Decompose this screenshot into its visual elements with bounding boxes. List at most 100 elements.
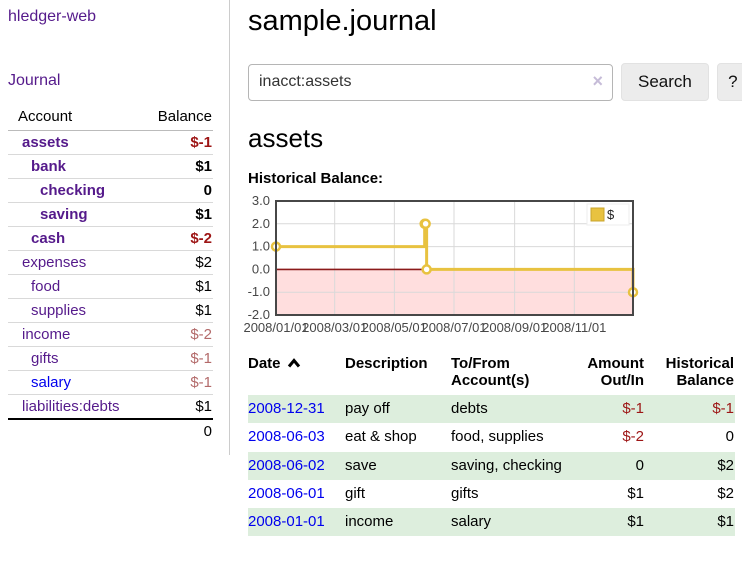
account-link[interactable]: assets: [22, 134, 69, 151]
x-axis-tick-label: 2008/03/01: [302, 320, 367, 335]
transaction-accounts: saving, checking: [451, 456, 562, 474]
transaction-row: 2008-12-31 pay off debts $-1 $-1: [248, 395, 735, 424]
account-balance: $-2: [145, 226, 213, 251]
account-balance: $1: [145, 154, 213, 179]
account-row: supplies $1: [8, 298, 213, 323]
transaction-description: gift: [345, 484, 366, 502]
transaction-accounts: salary: [451, 513, 492, 530]
account-row: food $1: [8, 274, 213, 299]
transaction-balance: $2: [717, 484, 734, 502]
column-header-date-label: Date: [248, 355, 281, 372]
transaction-accounts: food, supplies: [451, 428, 544, 446]
transaction-row: 2008-06-02 save saving, checking 0 $2: [248, 451, 735, 480]
app-title-link[interactable]: hledger-web: [8, 8, 97, 25]
column-header-amount: Amount Out/In: [587, 355, 644, 389]
column-header-date[interactable]: Date: [248, 353, 345, 395]
transaction-date-link[interactable]: 2008-06-03: [248, 428, 325, 446]
search-box: ×: [248, 63, 613, 101]
accounts-header-balance: Balance: [145, 105, 213, 131]
account-link[interactable]: cash: [31, 230, 66, 247]
transaction-date-link[interactable]: 2008-01-01: [248, 513, 325, 530]
chart-data-point: [421, 264, 432, 275]
account-row: assets $-1: [8, 131, 213, 155]
transaction-description: income: [345, 513, 394, 530]
account-balance: $1: [145, 298, 213, 323]
transaction-balance: $1: [717, 513, 734, 530]
y-axis-tick-label: 1.0: [252, 239, 270, 254]
sidebar-item-journal[interactable]: Journal: [8, 72, 61, 89]
account-balance: $1: [145, 202, 213, 227]
help-button[interactable]: ?: [716, 63, 742, 101]
transaction-description: eat & shop: [345, 428, 417, 446]
transaction-amount: $-1: [622, 400, 644, 417]
accounts-total-value: 0: [8, 418, 213, 443]
x-axis-tick-label: 2008/05/01: [362, 320, 427, 335]
account-row: income $-2: [8, 322, 213, 347]
chart-title: Historical Balance:: [248, 170, 384, 187]
sort-ascending-icon: [287, 355, 301, 372]
page-layout: hledger-web Journal Account Balance asse…: [8, 0, 742, 537]
y-axis-tick-label: 2.0: [252, 216, 270, 231]
account-link[interactable]: liabilities:debts: [22, 398, 120, 415]
account-heading: assets: [248, 123, 324, 153]
historical-balance-chart: $ -2.0 -1.0 0.0 1.0 2.0 3.0 2008/01/01 2008/03/0…: [243, 193, 640, 337]
transaction-row: 2008-01-01 income salary $1 $1: [248, 508, 735, 537]
transaction-accounts: debts: [451, 400, 488, 417]
chart-border: [275, 200, 634, 316]
search-button[interactable]: Search: [621, 63, 709, 101]
account-row: expenses $2: [8, 250, 213, 275]
account-link[interactable]: saving: [40, 206, 88, 223]
transaction-amount: 0: [635, 456, 644, 474]
accounts-total-row: 0: [8, 418, 213, 443]
transaction-balance: 0: [725, 428, 734, 446]
account-balance: $1: [145, 274, 213, 299]
transaction-row: 2008-06-01 gift gifts $1 $2: [248, 480, 735, 508]
accounts-table: Account Balance assets $-1 bank $1 checking 0…: [8, 105, 213, 443]
account-link[interactable]: checking: [40, 182, 106, 199]
account-row: checking 0: [8, 178, 213, 203]
account-link[interactable]: income: [22, 326, 71, 343]
account-row: gifts $-1: [8, 346, 213, 371]
account-link[interactable]: gifts: [31, 350, 59, 367]
transactions-table: Date Description To/From Account(s) Amou…: [248, 353, 735, 537]
account-balance: $-2: [145, 322, 213, 347]
accounts-header-account: Account: [8, 105, 146, 131]
y-axis-tick-label: 0.0: [252, 261, 270, 276]
chart-canvas: $ -2.0 -1.0 0.0 1.0 2.0 3.0 2008/01/012008/03/0…: [243, 193, 639, 335]
x-axis-tick-label: 2008/09/01: [482, 320, 547, 335]
account-balance: $1: [145, 394, 213, 419]
account-balance: $-1: [145, 346, 213, 371]
search-input[interactable]: [248, 63, 613, 101]
chart-data-point: [420, 218, 431, 230]
account-row: saving $1: [8, 202, 213, 227]
transaction-accounts: gifts: [451, 484, 479, 502]
clear-search-icon[interactable]: ×: [592, 70, 603, 91]
account-balance: $-1: [145, 370, 213, 395]
transaction-date-link[interactable]: 2008-12-31: [248, 400, 325, 417]
account-balance: $-1: [190, 134, 212, 151]
y-axis-tick-label: 3.0: [252, 193, 270, 208]
legend-swatch: [590, 207, 605, 222]
page-title: sample.journal: [248, 5, 437, 37]
account-row: bank $1: [8, 154, 213, 179]
column-header-balance: Historical Balance: [665, 355, 734, 389]
account-link[interactable]: supplies: [31, 302, 87, 319]
account-balance: $2: [145, 250, 213, 275]
transaction-balance: $2: [717, 456, 734, 474]
main-content: sample.journal × Search ? assets Histori…: [230, 0, 742, 537]
transaction-amount: $1: [627, 513, 644, 530]
transaction-date-link[interactable]: 2008-06-02: [248, 456, 325, 474]
x-axis-tick-label: 2008/11/01: [542, 320, 606, 335]
transaction-description: save: [345, 456, 377, 474]
account-link[interactable]: bank: [31, 158, 67, 175]
account-link[interactable]: expenses: [22, 254, 87, 271]
transaction-date-link[interactable]: 2008-06-01: [248, 484, 325, 502]
account-link[interactable]: food: [31, 278, 61, 295]
transaction-amount: $-2: [622, 428, 644, 446]
transaction-balance: $-1: [712, 400, 734, 417]
account-link[interactable]: salary: [31, 374, 72, 391]
column-header-description: Description: [345, 355, 428, 372]
y-axis-tick-label: -2.0: [248, 307, 270, 322]
account-balance: 0: [145, 178, 213, 203]
x-axis-tick-label: 2008/01/01: [243, 320, 308, 335]
